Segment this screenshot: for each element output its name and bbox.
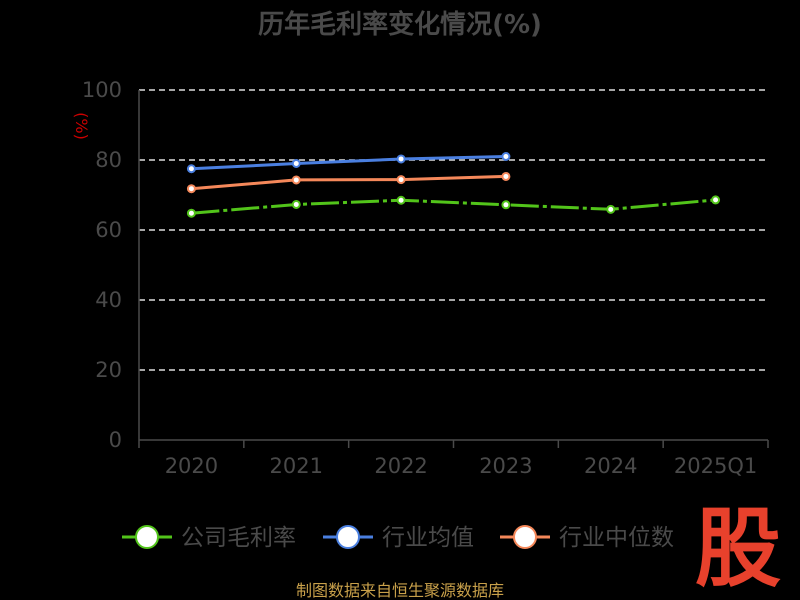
y-tick-label: 0	[109, 428, 122, 452]
x-tick-label: 2023	[479, 454, 532, 478]
series-group	[186, 152, 721, 218]
y-tick-label: 100	[82, 78, 122, 102]
x-tick-label: 2024	[584, 454, 637, 478]
data-point	[396, 154, 406, 164]
grid-lines	[139, 89, 768, 371]
series-line	[191, 155, 506, 171]
data-point	[291, 199, 301, 209]
legend-label: 行业中位数	[559, 525, 674, 551]
data-point	[711, 195, 721, 205]
legend-label: 行业均值	[382, 525, 474, 551]
chart-title: 历年毛利率变化情况(%)	[258, 9, 542, 40]
legend-label: 公司毛利率	[181, 525, 296, 551]
y-tick-label: 60	[95, 218, 122, 242]
data-point	[501, 200, 511, 210]
series-line	[191, 198, 716, 215]
data-point	[501, 171, 511, 181]
data-point	[291, 159, 301, 168]
y-axis-label: (%)	[72, 112, 91, 140]
data-point	[501, 152, 511, 161]
x-tick-label: 2020	[165, 454, 218, 478]
legend-marker	[513, 525, 537, 549]
y-tick-label: 20	[95, 358, 122, 382]
data-point	[396, 175, 406, 185]
data-point	[396, 195, 406, 205]
series-line	[191, 174, 506, 191]
x-tick-label: 2021	[270, 454, 323, 478]
x-tick-label: 2025Q1	[674, 454, 757, 478]
data-point	[186, 208, 196, 218]
source-note: 制图数据来自恒生聚源数据库	[296, 581, 504, 600]
axes: 0 20 40 60 80 100 2020 2021 2022 2023 2024 2025Q1	[82, 78, 769, 478]
legend: 公司毛利率 行业均值 行业中位数	[122, 525, 674, 551]
y-tick-label: 40	[95, 288, 122, 312]
y-tick-label: 80	[95, 148, 122, 172]
data-point	[186, 164, 196, 174]
x-tick-label: 2022	[374, 454, 427, 478]
legend-marker	[336, 525, 360, 549]
logo: 股	[695, 499, 781, 599]
legend-marker	[135, 525, 159, 549]
data-point	[186, 184, 196, 194]
data-point	[606, 204, 616, 214]
data-point	[291, 175, 301, 185]
